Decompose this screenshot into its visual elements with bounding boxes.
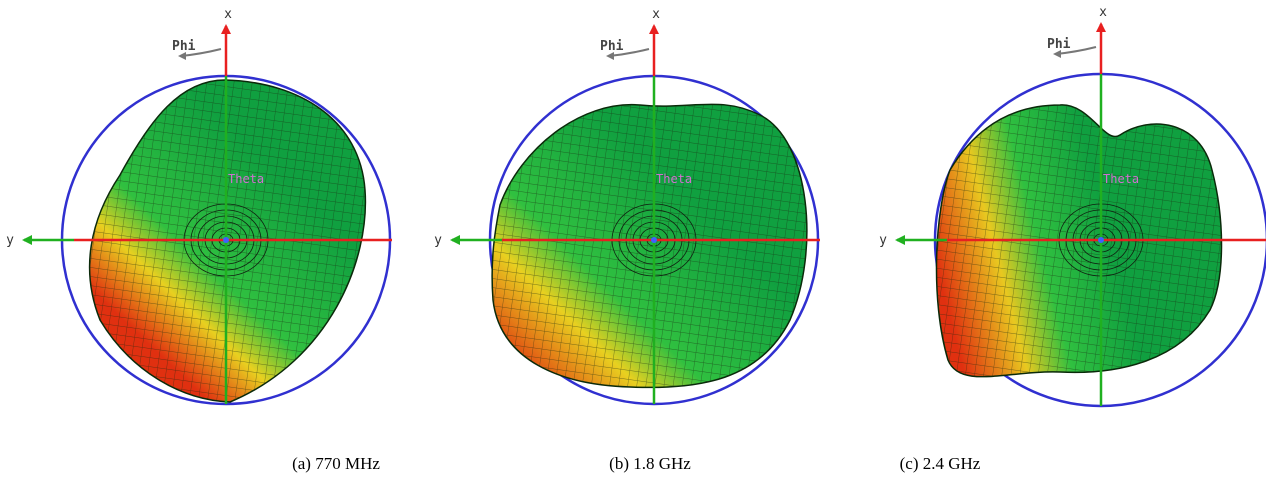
phi-label: Phi bbox=[600, 39, 624, 54]
pattern-panel: x y Phi Theta (a) 770 MHz bbox=[6, 7, 392, 473]
figure: x y Phi Theta (a) 770 MHz x y Phi Theta (b) 1.8 G… bbox=[0, 0, 1266, 479]
origin bbox=[651, 237, 657, 243]
arrow-head bbox=[22, 235, 32, 245]
y-label: y bbox=[6, 233, 14, 248]
caption: (a) 770 MHz bbox=[292, 454, 380, 473]
caption: (b) 1.8 GHz bbox=[609, 454, 691, 473]
theta-label: Theta bbox=[656, 172, 692, 186]
arrow-head bbox=[895, 235, 905, 245]
y-label: y bbox=[434, 233, 442, 248]
arrow-head bbox=[450, 235, 460, 245]
mesh bbox=[492, 104, 807, 387]
panels: x y Phi Theta (a) 770 MHz x y Phi Theta (b) 1.8 G… bbox=[6, 5, 1266, 473]
pattern-panel: x y Phi Theta (b) 1.8 GHz bbox=[434, 7, 820, 473]
pattern-panel: x y Phi Theta (c) 2.4 GHz bbox=[879, 5, 1266, 473]
arrow-head bbox=[649, 24, 659, 34]
x-label: x bbox=[1099, 5, 1107, 20]
origin bbox=[223, 237, 229, 243]
x-label: x bbox=[652, 7, 660, 22]
y-label: y bbox=[879, 233, 887, 248]
theta-label: Theta bbox=[1103, 172, 1139, 186]
phi-label: Phi bbox=[172, 39, 196, 54]
phi-label: Phi bbox=[1047, 37, 1071, 52]
theta-label: Theta bbox=[228, 172, 264, 186]
caption: (c) 2.4 GHz bbox=[900, 454, 981, 473]
x-label: x bbox=[224, 7, 232, 22]
origin bbox=[1098, 237, 1104, 243]
arrow-head bbox=[1096, 22, 1106, 32]
arrow-head bbox=[221, 24, 231, 34]
